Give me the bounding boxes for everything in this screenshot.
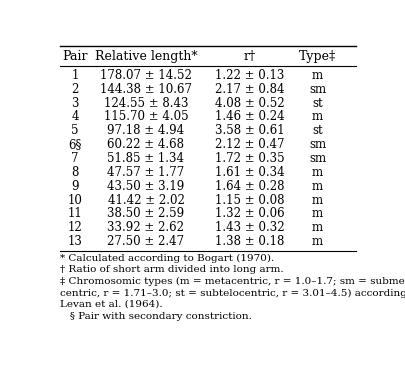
Text: Type‡: Type‡: [298, 50, 335, 63]
Text: 4: 4: [71, 110, 79, 123]
Text: 2.17 ± 0.84: 2.17 ± 0.84: [214, 82, 284, 96]
Text: m: m: [311, 110, 322, 123]
Text: 1.22 ± 0.13: 1.22 ± 0.13: [214, 69, 284, 82]
Text: 7: 7: [71, 152, 79, 165]
Text: 11: 11: [68, 207, 82, 220]
Text: st: st: [311, 96, 322, 109]
Text: 3.58 ± 0.61: 3.58 ± 0.61: [214, 124, 284, 137]
Text: 13: 13: [67, 235, 82, 248]
Text: 3: 3: [71, 96, 79, 109]
Text: 1.72 ± 0.35: 1.72 ± 0.35: [214, 152, 284, 165]
Text: * Calculated according to Bogart (1970).: * Calculated according to Bogart (1970).: [60, 254, 274, 263]
Text: 51.85 ± 1.34: 51.85 ± 1.34: [107, 152, 184, 165]
Text: 2.12 ± 0.47: 2.12 ± 0.47: [214, 138, 284, 151]
Text: 33.92 ± 2.62: 33.92 ± 2.62: [107, 221, 184, 234]
Text: 2: 2: [71, 82, 79, 96]
Text: m: m: [311, 166, 322, 179]
Text: r†: r†: [243, 50, 255, 63]
Text: centric, r = 1.71–3.0; st = subtelocentric, r = 3.01–4.5) according to: centric, r = 1.71–3.0; st = subtelocentr…: [60, 288, 405, 297]
Text: m: m: [311, 221, 322, 234]
Text: 38.50 ± 2.59: 38.50 ± 2.59: [107, 207, 184, 220]
Text: ‡ Chromosomic types (m = metacentric, r = 1.0–1.7; sm = submeta-: ‡ Chromosomic types (m = metacentric, r …: [60, 277, 405, 286]
Text: 12: 12: [68, 221, 82, 234]
Text: sm: sm: [308, 152, 325, 165]
Text: 8: 8: [71, 166, 79, 179]
Text: 1.64 ± 0.28: 1.64 ± 0.28: [214, 180, 284, 193]
Text: § Pair with secondary constriction.: § Pair with secondary constriction.: [60, 312, 252, 321]
Text: 1.43 ± 0.32: 1.43 ± 0.32: [214, 221, 284, 234]
Text: 124.55 ± 8.43: 124.55 ± 8.43: [103, 96, 188, 109]
Text: m: m: [311, 180, 322, 193]
Text: 178.07 ± 14.52: 178.07 ± 14.52: [100, 69, 192, 82]
Text: Pair: Pair: [62, 50, 87, 63]
Text: 47.57 ± 1.77: 47.57 ± 1.77: [107, 166, 184, 179]
Text: 1: 1: [71, 69, 79, 82]
Text: 97.18 ± 4.94: 97.18 ± 4.94: [107, 124, 184, 137]
Text: m: m: [311, 235, 322, 248]
Text: 5: 5: [71, 124, 79, 137]
Text: 41.42 ± 2.02: 41.42 ± 2.02: [107, 194, 184, 207]
Text: st: st: [311, 124, 322, 137]
Text: 43.50 ± 3.19: 43.50 ± 3.19: [107, 180, 184, 193]
Text: 4.08 ± 0.52: 4.08 ± 0.52: [214, 96, 284, 109]
Text: Levan et al. (1964).: Levan et al. (1964).: [60, 300, 162, 309]
Text: 115.70 ± 4.05: 115.70 ± 4.05: [103, 110, 188, 123]
Text: m: m: [311, 194, 322, 207]
Text: 1.15 ± 0.08: 1.15 ± 0.08: [214, 194, 284, 207]
Text: Relative length*: Relative length*: [94, 50, 197, 63]
Text: sm: sm: [308, 138, 325, 151]
Text: m: m: [311, 207, 322, 220]
Text: m: m: [311, 69, 322, 82]
Text: sm: sm: [308, 82, 325, 96]
Text: 10: 10: [67, 194, 82, 207]
Text: 1.32 ± 0.06: 1.32 ± 0.06: [214, 207, 284, 220]
Text: 9: 9: [71, 180, 79, 193]
Text: 1.38 ± 0.18: 1.38 ± 0.18: [214, 235, 284, 248]
Text: 1.46 ± 0.24: 1.46 ± 0.24: [214, 110, 284, 123]
Text: 60.22 ± 4.68: 60.22 ± 4.68: [107, 138, 184, 151]
Text: 6§: 6§: [68, 138, 81, 151]
Text: 144.38 ± 10.67: 144.38 ± 10.67: [100, 82, 192, 96]
Text: † Ratio of short arm divided into long arm.: † Ratio of short arm divided into long a…: [60, 266, 283, 274]
Text: 1.61 ± 0.34: 1.61 ± 0.34: [214, 166, 284, 179]
Text: 27.50 ± 2.47: 27.50 ± 2.47: [107, 235, 184, 248]
